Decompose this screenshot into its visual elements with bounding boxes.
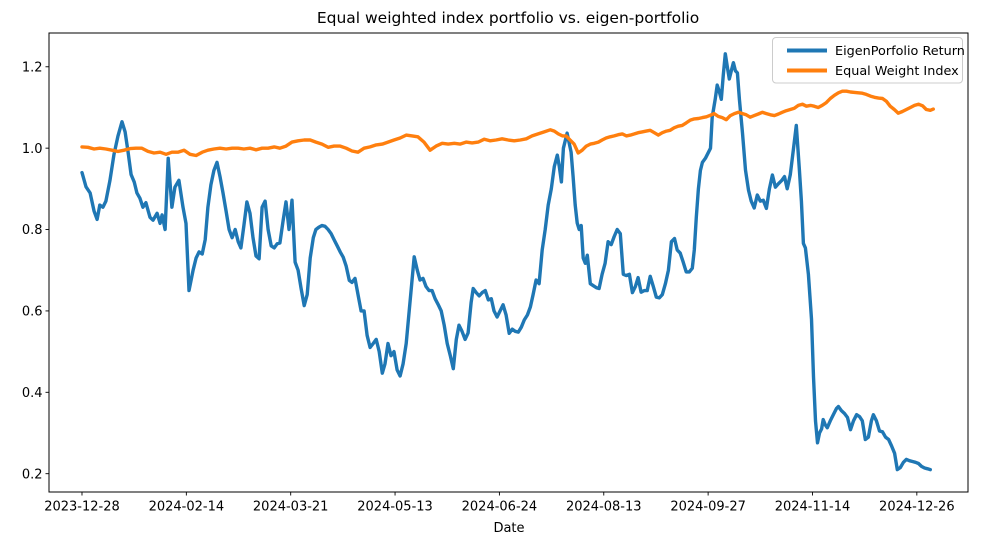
x-tick-label: 2024-06-24 (462, 500, 538, 515)
series-lines (80, 52, 935, 472)
legend-label-equal-weight: Equal Weight Index (835, 64, 959, 79)
x-axis: 2023-12-28 2024-02-14 2024-03-21 2024-05-13… (44, 492, 955, 515)
y-tick-label: 0.2 (22, 467, 43, 482)
x-tick-label: 2024-02-14 (149, 500, 225, 515)
chart-title: Equal weighted index portfolio vs. eigen… (317, 9, 699, 27)
x-tick-label: 2024-03-21 (253, 500, 329, 515)
equal-weight-index-line (80, 89, 935, 158)
plot-border (48, 32, 969, 493)
y-tick-label: 1.0 (22, 142, 43, 157)
x-tick-label: 2023-12-28 (44, 500, 120, 515)
y-tick-label: 1.2 (22, 60, 43, 75)
x-tick-label: 2024-11-14 (775, 500, 851, 515)
y-tick-label: 0.8 (22, 223, 43, 238)
y-tick-label: 0.6 (22, 305, 43, 320)
x-axis-title: Date (493, 521, 524, 536)
legend: EigenPorfolio Return Equal Weight Index (772, 37, 965, 84)
y-tick-label: 0.4 (22, 386, 43, 401)
x-tick-label: 2024-12-26 (879, 500, 955, 515)
x-tick-label: 2024-05-13 (357, 500, 433, 515)
y-axis: 0.2 0.4 0.6 0.8 1.0 1.2 (22, 60, 49, 482)
x-tick-label: 2024-09-27 (670, 500, 746, 515)
legend-label-eigenportfolio: EigenPorfolio Return (835, 44, 965, 59)
x-tick-label: 2024-08-13 (566, 500, 642, 515)
eigenportfolio-return-line (80, 52, 932, 472)
